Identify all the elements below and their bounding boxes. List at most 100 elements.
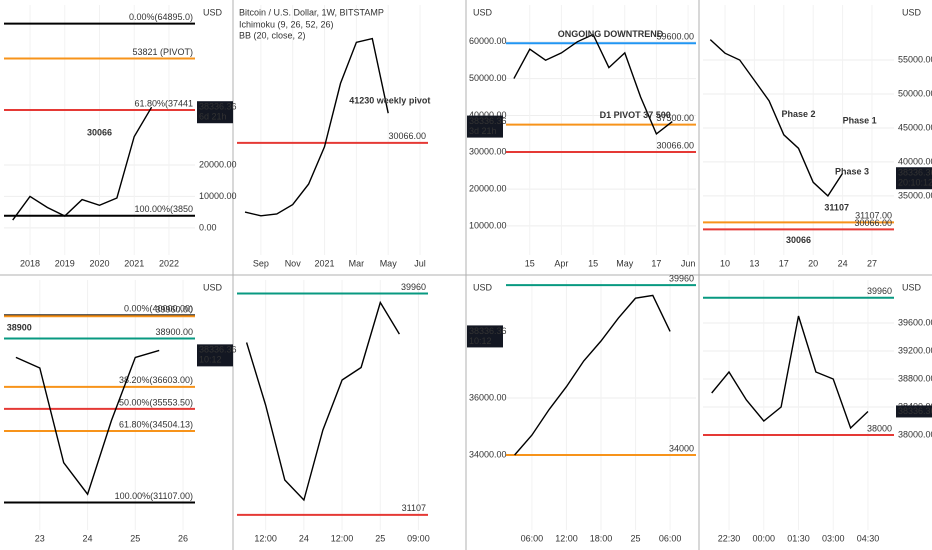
y-tick-label: 10000.00 bbox=[199, 191, 237, 201]
unit-label: USD bbox=[203, 7, 223, 17]
level-label: 50.00%(35553.50) bbox=[119, 397, 193, 407]
level-label: 61.80%(37441 bbox=[134, 98, 193, 108]
x-tick-label: 2021 bbox=[315, 258, 335, 268]
annotation: 30066 bbox=[786, 235, 811, 245]
unit-label: USD bbox=[902, 282, 922, 292]
price-tag-label: 38336.36 bbox=[199, 345, 237, 355]
x-tick-label: 03:00 bbox=[822, 533, 845, 543]
time-tag-label: 6d 21h bbox=[199, 112, 227, 122]
level-label: 31107.00 bbox=[855, 211, 892, 221]
level-label: 34000 bbox=[669, 443, 694, 453]
level-label: 61.80%(34504.13) bbox=[119, 419, 193, 429]
x-tick-label: 15 bbox=[525, 258, 535, 268]
x-tick-label: 06:00 bbox=[521, 533, 544, 543]
unit-label: USD bbox=[473, 282, 493, 292]
price-line bbox=[12, 106, 153, 221]
price-line bbox=[514, 294, 671, 456]
price-line bbox=[244, 37, 389, 217]
level-label: 39960.00 bbox=[155, 305, 193, 315]
price-tag bbox=[896, 167, 932, 190]
y-tick-label: 38000.00 bbox=[898, 429, 932, 439]
x-tick-label: 15 bbox=[588, 258, 598, 268]
level-label: 31107 bbox=[402, 503, 426, 513]
price-tag bbox=[467, 325, 503, 348]
x-tick-label: 17 bbox=[651, 258, 661, 268]
annotation: Phase 3 bbox=[835, 166, 869, 176]
chart-subtitle: BB (20, close, 2) bbox=[239, 30, 306, 40]
x-tick-label: 23 bbox=[35, 533, 45, 543]
level-label: 39960 bbox=[669, 274, 694, 284]
price-line bbox=[513, 33, 673, 136]
annotation: 38900 bbox=[7, 322, 32, 332]
x-tick-label: 2020 bbox=[89, 258, 109, 268]
x-tick-label: 17 bbox=[779, 258, 789, 268]
x-tick-label: May bbox=[380, 258, 398, 268]
level-label: 30066.00 bbox=[388, 131, 426, 141]
x-tick-label: 12:00 bbox=[254, 533, 277, 543]
y-tick-label: 20000.00 bbox=[469, 183, 507, 193]
chart-title: Bitcoin / U.S. Dollar, 1W, BITSTAMP bbox=[239, 7, 384, 17]
time-tag-label: 3d 21h bbox=[469, 126, 497, 136]
level-label: 59600.00 bbox=[656, 32, 694, 42]
time-tag-label: 20:10:12 bbox=[898, 178, 932, 188]
level-label: 30066.00 bbox=[656, 140, 694, 150]
x-tick-label: Jul bbox=[414, 258, 426, 268]
y-tick-label: 55000.00 bbox=[898, 54, 932, 64]
y-tick-label: 34000.00 bbox=[469, 449, 507, 459]
level-label: 38000 bbox=[867, 423, 892, 433]
x-tick-label: Jun bbox=[681, 258, 696, 268]
x-tick-label: 13 bbox=[749, 258, 759, 268]
x-tick-label: 20 bbox=[808, 258, 818, 268]
x-tick-label: 2019 bbox=[55, 258, 75, 268]
x-tick-label: Nov bbox=[285, 258, 302, 268]
price-tag bbox=[197, 344, 233, 367]
y-tick-label: 35000.00 bbox=[898, 190, 932, 200]
x-tick-label: 2022 bbox=[159, 258, 179, 268]
x-tick-label: 18:00 bbox=[590, 533, 613, 543]
price-tag-label: 38336.36 bbox=[469, 116, 507, 126]
x-tick-label: 24 bbox=[83, 533, 93, 543]
price-tag-label: 38336.36 bbox=[469, 326, 507, 336]
x-tick-label: 09:00 bbox=[407, 533, 430, 543]
time-tag-label: 10:12 bbox=[469, 336, 492, 346]
x-tick-label: 25 bbox=[631, 533, 641, 543]
price-tag-label: 38336.36 bbox=[199, 102, 237, 112]
x-tick-label: 2018 bbox=[20, 258, 40, 268]
unit-label: USD bbox=[203, 282, 223, 292]
unit-label: USD bbox=[473, 7, 493, 17]
y-tick-label: 10000.00 bbox=[469, 220, 507, 230]
y-tick-label: 38800.00 bbox=[898, 373, 932, 383]
x-tick-label: 01:30 bbox=[787, 533, 810, 543]
x-tick-label: 24 bbox=[838, 258, 848, 268]
x-tick-label: 12:00 bbox=[331, 533, 354, 543]
x-tick-label: 24 bbox=[299, 533, 309, 543]
price-line bbox=[711, 315, 869, 430]
annotation: Phase 1 bbox=[843, 116, 877, 126]
y-tick-label: 0.00 bbox=[199, 222, 217, 232]
level-label: 39960 bbox=[867, 286, 892, 296]
level-label: 0.00%(40000.00) bbox=[124, 304, 193, 314]
price-tag-label: 38336.36 bbox=[898, 168, 932, 178]
x-tick-label: May bbox=[616, 258, 634, 268]
level-label: 38900.00 bbox=[155, 327, 193, 337]
annotation: D1 PIVOT 37 500 bbox=[600, 110, 671, 120]
y-tick-label: 50000.00 bbox=[469, 73, 507, 83]
x-tick-label: Apr bbox=[554, 258, 568, 268]
price-tag bbox=[467, 115, 503, 138]
x-tick-label: 25 bbox=[375, 533, 385, 543]
y-tick-label: 40000.00 bbox=[469, 110, 507, 120]
x-tick-label: Mar bbox=[349, 258, 365, 268]
y-tick-label: 36000.00 bbox=[469, 392, 507, 402]
y-tick-label: 40000.00 bbox=[898, 156, 932, 166]
x-tick-label: 25 bbox=[130, 533, 140, 543]
level-label: 39960 bbox=[401, 282, 426, 292]
level-label: 53821 (PIVOT) bbox=[132, 47, 193, 57]
annotation: Phase 2 bbox=[781, 109, 815, 119]
annotation: 30066 bbox=[87, 128, 112, 138]
y-tick-label: 39200.00 bbox=[898, 345, 932, 355]
x-tick-label: 26 bbox=[178, 533, 188, 543]
y-tick-label: 45000.00 bbox=[898, 122, 932, 132]
level-label: 38.20%(36603.00) bbox=[119, 375, 193, 385]
x-tick-label: 06:00 bbox=[659, 533, 682, 543]
